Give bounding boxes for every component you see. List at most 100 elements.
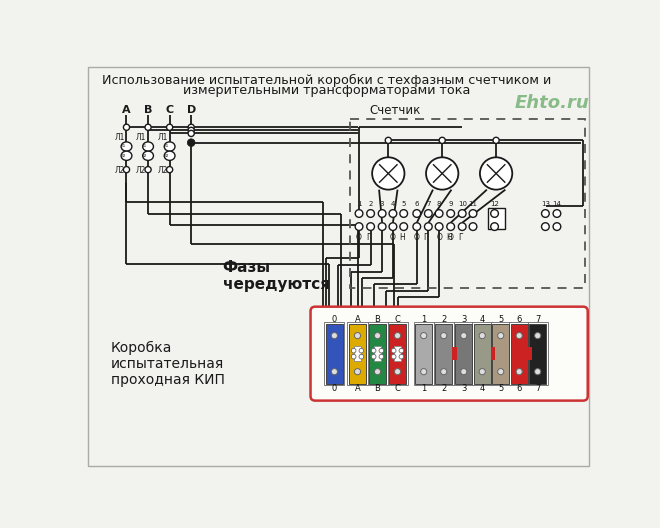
Circle shape	[372, 354, 376, 359]
Circle shape	[461, 333, 467, 339]
Bar	[369, 324, 386, 384]
Text: B: B	[375, 315, 380, 324]
Circle shape	[359, 348, 364, 353]
Bar	[368, 322, 387, 385]
Bar	[325, 322, 345, 385]
Text: A: A	[122, 105, 131, 115]
Text: ı₂: ı₂	[164, 153, 169, 158]
Text: Фазы
чередуются: Фазы чередуются	[222, 260, 330, 292]
Text: 1: 1	[421, 315, 426, 324]
Bar	[528, 347, 532, 360]
Bar	[354, 346, 360, 361]
Text: A: A	[354, 384, 360, 393]
Circle shape	[351, 354, 356, 359]
Circle shape	[400, 223, 408, 230]
Text: О: О	[447, 233, 453, 242]
Circle shape	[399, 354, 404, 359]
Text: 1: 1	[357, 201, 361, 208]
Bar	[472, 322, 492, 385]
Circle shape	[395, 333, 401, 339]
Circle shape	[355, 210, 363, 218]
Circle shape	[413, 223, 420, 230]
Circle shape	[391, 348, 396, 353]
Circle shape	[400, 210, 408, 218]
Text: ı₂: ı₂	[121, 153, 125, 158]
Text: Л1: Л1	[115, 133, 125, 142]
Text: Н: Н	[399, 233, 405, 242]
Bar	[454, 322, 474, 385]
Circle shape	[541, 210, 549, 218]
Text: О: О	[414, 233, 420, 242]
Circle shape	[374, 333, 381, 339]
Circle shape	[424, 210, 432, 218]
Bar	[490, 347, 495, 360]
Ellipse shape	[121, 151, 132, 161]
Bar	[326, 324, 343, 384]
Circle shape	[354, 333, 360, 339]
Text: Л1: Л1	[158, 133, 168, 142]
Text: 9: 9	[448, 201, 453, 208]
Circle shape	[420, 333, 427, 339]
Circle shape	[420, 369, 427, 375]
Circle shape	[389, 210, 397, 218]
Circle shape	[516, 369, 522, 375]
Text: 7: 7	[535, 384, 541, 393]
Bar	[350, 119, 585, 288]
Text: 3: 3	[380, 201, 384, 208]
Circle shape	[461, 369, 467, 375]
Bar	[347, 322, 368, 385]
Circle shape	[145, 124, 151, 130]
Text: Коробка
испытательная
проходная КИП: Коробка испытательная проходная КИП	[111, 341, 225, 387]
Circle shape	[413, 210, 420, 218]
Text: 0: 0	[332, 384, 337, 393]
Circle shape	[187, 139, 195, 147]
Circle shape	[493, 137, 499, 144]
Text: Л1: Л1	[136, 133, 147, 142]
Text: 2: 2	[368, 201, 373, 208]
Bar	[529, 324, 546, 384]
Circle shape	[354, 369, 360, 375]
Text: 11: 11	[469, 201, 477, 208]
Circle shape	[479, 369, 485, 375]
Bar	[387, 322, 407, 385]
Circle shape	[188, 127, 194, 134]
Text: 6: 6	[517, 384, 522, 393]
Circle shape	[379, 354, 383, 359]
Circle shape	[145, 166, 151, 173]
Text: 8: 8	[437, 201, 442, 208]
Circle shape	[458, 210, 466, 218]
Text: ı₁: ı₁	[143, 143, 147, 148]
Text: О: О	[436, 233, 442, 242]
Text: измерительными трансформаторами тока: измерительными трансформаторами тока	[183, 84, 471, 97]
Bar	[395, 346, 401, 361]
Text: ı₂: ı₂	[143, 153, 147, 158]
Text: О: О	[390, 233, 396, 242]
Circle shape	[378, 223, 386, 230]
Text: D: D	[187, 105, 196, 115]
Bar	[349, 324, 366, 384]
Circle shape	[359, 354, 364, 359]
Bar	[452, 347, 457, 360]
Text: 13: 13	[541, 201, 550, 208]
Text: ı₁: ı₁	[121, 143, 125, 148]
Circle shape	[469, 210, 477, 218]
Circle shape	[479, 333, 485, 339]
Text: 6: 6	[517, 315, 522, 324]
Bar	[474, 324, 490, 384]
Circle shape	[441, 369, 447, 375]
Circle shape	[441, 333, 447, 339]
Bar	[510, 322, 529, 385]
Circle shape	[123, 124, 129, 130]
Circle shape	[553, 223, 561, 230]
Bar	[455, 324, 472, 384]
Circle shape	[436, 223, 443, 230]
Circle shape	[498, 369, 504, 375]
Circle shape	[188, 130, 194, 137]
Circle shape	[378, 210, 386, 218]
Bar	[528, 322, 548, 385]
Bar	[436, 324, 452, 384]
Text: ı₁: ı₁	[164, 143, 169, 148]
Circle shape	[166, 124, 173, 130]
Circle shape	[331, 369, 337, 375]
Text: 14: 14	[552, 201, 562, 208]
